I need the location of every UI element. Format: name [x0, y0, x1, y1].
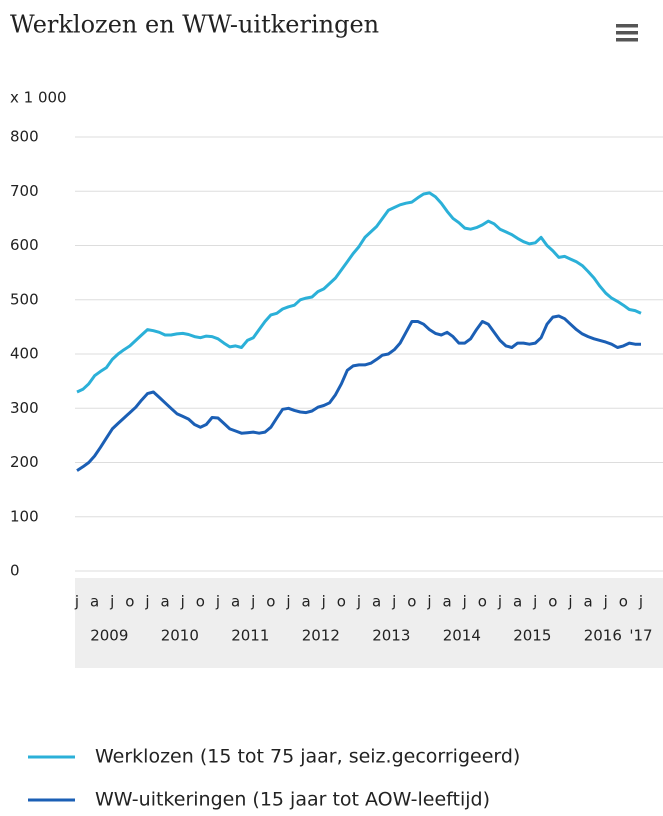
x-tick-label: a [302, 593, 311, 611]
legend-label: Werklozen (15 tot 75 jaar, seiz.gecorrig… [95, 746, 520, 768]
y-tick-label: 200 [10, 453, 39, 471]
chart-title: Werklozen en WW-uitkeringen [10, 11, 379, 39]
x-tick-label: a [161, 593, 170, 611]
year-label: 2015 [513, 627, 551, 645]
x-tick-label: a [584, 593, 593, 611]
x-tick-label: a [443, 593, 452, 611]
x-tick-label: j [567, 593, 572, 611]
y-tick-label: 500 [10, 290, 39, 308]
x-tick-label: j [144, 593, 149, 611]
x-tick-label: a [372, 593, 381, 611]
year-label: 2009 [90, 627, 128, 645]
y-tick-label: 700 [10, 182, 39, 200]
year-label: 2011 [231, 627, 269, 645]
x-tick-label: j [250, 593, 255, 611]
x-tick-label: a [513, 593, 522, 611]
y-tick-label: 100 [10, 507, 39, 525]
x-tick-label: j [497, 593, 502, 611]
year-label: 2013 [372, 627, 410, 645]
menu-button[interactable] [616, 24, 638, 42]
x-tick-label: j [391, 593, 396, 611]
y-tick-label: 800 [10, 128, 39, 146]
year-label: '17 [629, 627, 652, 645]
x-tick-label: j [532, 593, 537, 611]
x-tick-label: j [180, 593, 185, 611]
year-label: 2016 [584, 627, 622, 645]
x-tick-label: j [462, 593, 467, 611]
unit-label: x 1 000 [10, 89, 67, 107]
x-tick-label: o [196, 593, 205, 611]
legend-label: WW-uitkeringen (15 jaar tot AOW-leeftijd… [95, 789, 490, 811]
x-axis-band [75, 578, 663, 668]
x-tick-label: o [548, 593, 557, 611]
x-tick-label: j [109, 593, 114, 611]
y-tick-label: 300 [10, 399, 39, 417]
y-tick-label: 400 [10, 345, 39, 363]
x-tick-label: j [356, 593, 361, 611]
y-tick-label: 0 [10, 562, 20, 580]
x-tick-label: a [90, 593, 99, 611]
year-label: 2012 [302, 627, 340, 645]
year-label: 2014 [443, 627, 481, 645]
x-tick-label: o [407, 593, 416, 611]
x-tick-label: a [231, 593, 240, 611]
x-tick-label: o [619, 593, 628, 611]
x-tick-label: j [603, 593, 608, 611]
series-line [76, 314, 641, 472]
y-tick-label: 600 [10, 236, 39, 254]
x-tick-label: o [478, 593, 487, 611]
x-tick-label: o [266, 593, 275, 611]
x-tick-label: j [74, 593, 79, 611]
x-tick-label: o [337, 593, 346, 611]
x-tick-label: j [285, 593, 290, 611]
x-tick-label: o [125, 593, 134, 611]
x-tick-label: j [638, 593, 643, 611]
x-tick-label: j [321, 593, 326, 611]
series-line [76, 191, 642, 394]
x-tick-label: j [426, 593, 431, 611]
x-tick-label: j [215, 593, 220, 611]
year-label: 2010 [161, 627, 199, 645]
